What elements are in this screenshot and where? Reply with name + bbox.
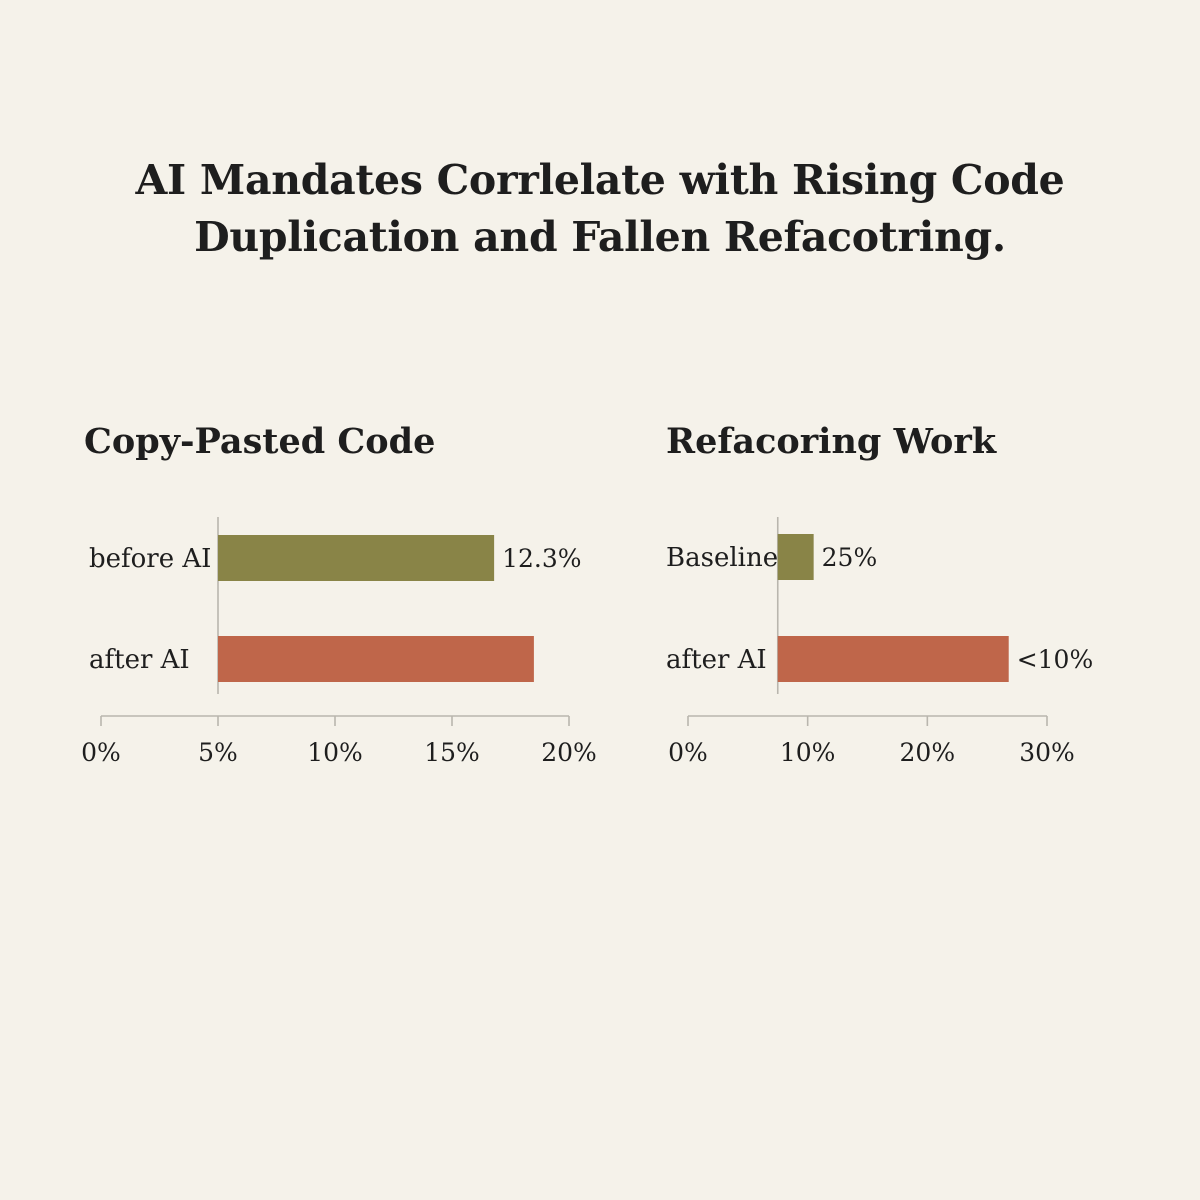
x-tick-label: 10% xyxy=(780,738,836,767)
x-tick-label: 20% xyxy=(541,738,597,767)
data-label: 12.3% xyxy=(502,544,581,573)
chart-left-title: Copy-Pasted Code xyxy=(84,421,436,462)
x-tick-label: 0% xyxy=(81,738,121,767)
category-label: before AI xyxy=(89,544,211,574)
x-tick-label: 0% xyxy=(668,738,708,767)
chart-left: 0% 5% 10% 15% 20% before AI 12.3% after AI xyxy=(81,517,597,767)
category-label: after AI xyxy=(666,645,767,675)
bar-first xyxy=(218,535,495,581)
title-line-2: Duplication and Fallen Refacotring. xyxy=(194,213,1006,261)
bar-first xyxy=(777,534,814,580)
category-label: Baseline xyxy=(666,543,778,573)
bar-second xyxy=(777,636,1009,682)
chart-title-main: AI Mandates Corrlelate with Rising Code … xyxy=(0,152,1200,266)
bar-second xyxy=(218,636,534,682)
data-label: <10% xyxy=(1017,645,1094,674)
x-tick-label: 30% xyxy=(1019,738,1075,767)
category-label: after AI xyxy=(89,645,190,675)
title-line-1: AI Mandates Corrlelate with Rising Code xyxy=(135,156,1065,204)
x-tick-label: 15% xyxy=(424,738,480,767)
x-tick-label: 20% xyxy=(900,738,956,767)
chart-right: 0% 10% 20% 30% Baseline 25% after AI <10% xyxy=(666,517,1093,767)
x-tick-label: 10% xyxy=(307,738,363,767)
chart-right-title: Refacoring Work xyxy=(666,421,997,462)
x-tick-label: 5% xyxy=(198,738,238,767)
data-label: 25% xyxy=(822,543,878,572)
